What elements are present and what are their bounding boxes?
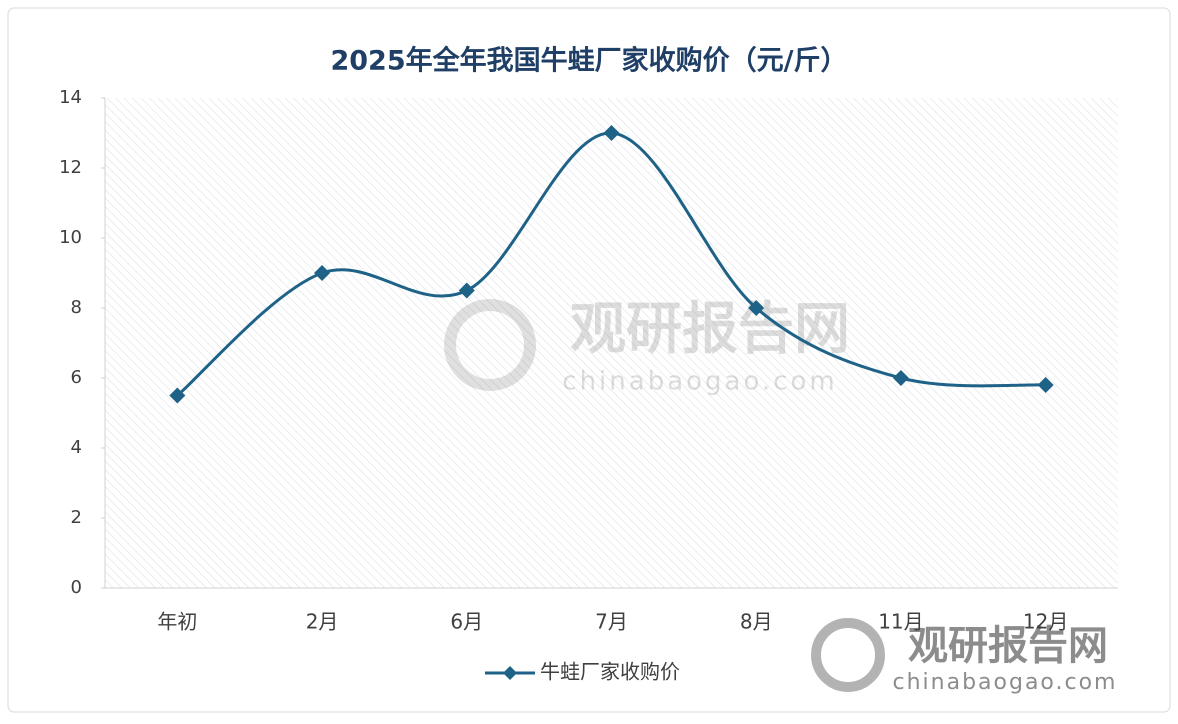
- x-tick-label: 年初: [157, 610, 197, 634]
- y-tick-label: 2: [71, 507, 82, 528]
- x-tick-label: 6月: [450, 610, 483, 634]
- y-tick-label: 12: [59, 157, 82, 178]
- point-marker: [314, 265, 331, 281]
- x-tick-label: 7月: [595, 610, 628, 634]
- x-tick-label: 8月: [740, 610, 773, 634]
- x-tick-label: 11月: [878, 610, 923, 634]
- plot-area: [105, 98, 1118, 588]
- y-tick-label: 14: [59, 87, 82, 108]
- watermark-url: chinabaogao.com: [562, 367, 837, 397]
- legend-item: 牛蛙厂家收购价: [485, 660, 680, 684]
- watermark-url: chinabaogao.com: [893, 670, 1118, 695]
- point-marker: [603, 125, 620, 141]
- point-marker: [169, 387, 186, 404]
- corner-watermark: 观研报告网 chinabaogao.com: [811, 618, 1118, 695]
- legend-marker: [503, 666, 517, 680]
- chart-title: 2025年全年我国牛蛙厂家收购价（元/斤）: [330, 45, 847, 77]
- point-marker: [458, 282, 475, 299]
- y-tick-label: 10: [59, 227, 82, 248]
- point-marker: [892, 370, 909, 386]
- y-tick-label: 4: [71, 437, 82, 458]
- y-tick-label: 8: [71, 297, 82, 318]
- watermark-name: 观研报告网: [908, 623, 1108, 669]
- watermark-logo: [811, 618, 885, 692]
- watermark: 观研报告网 chinabaogao.com: [444, 297, 850, 397]
- y-tick-label: 0: [71, 577, 82, 598]
- point-marker: [748, 300, 765, 316]
- legend-label: 牛蛙厂家收购价: [540, 660, 680, 684]
- watermark-name: 观研报告网: [570, 297, 850, 362]
- x-tick-label: 12月: [1023, 610, 1068, 634]
- watermark-logo: [444, 299, 536, 391]
- x-tick-label: 2月: [306, 610, 339, 634]
- y-tick-label: 6: [71, 367, 82, 388]
- point-marker: [1037, 377, 1054, 393]
